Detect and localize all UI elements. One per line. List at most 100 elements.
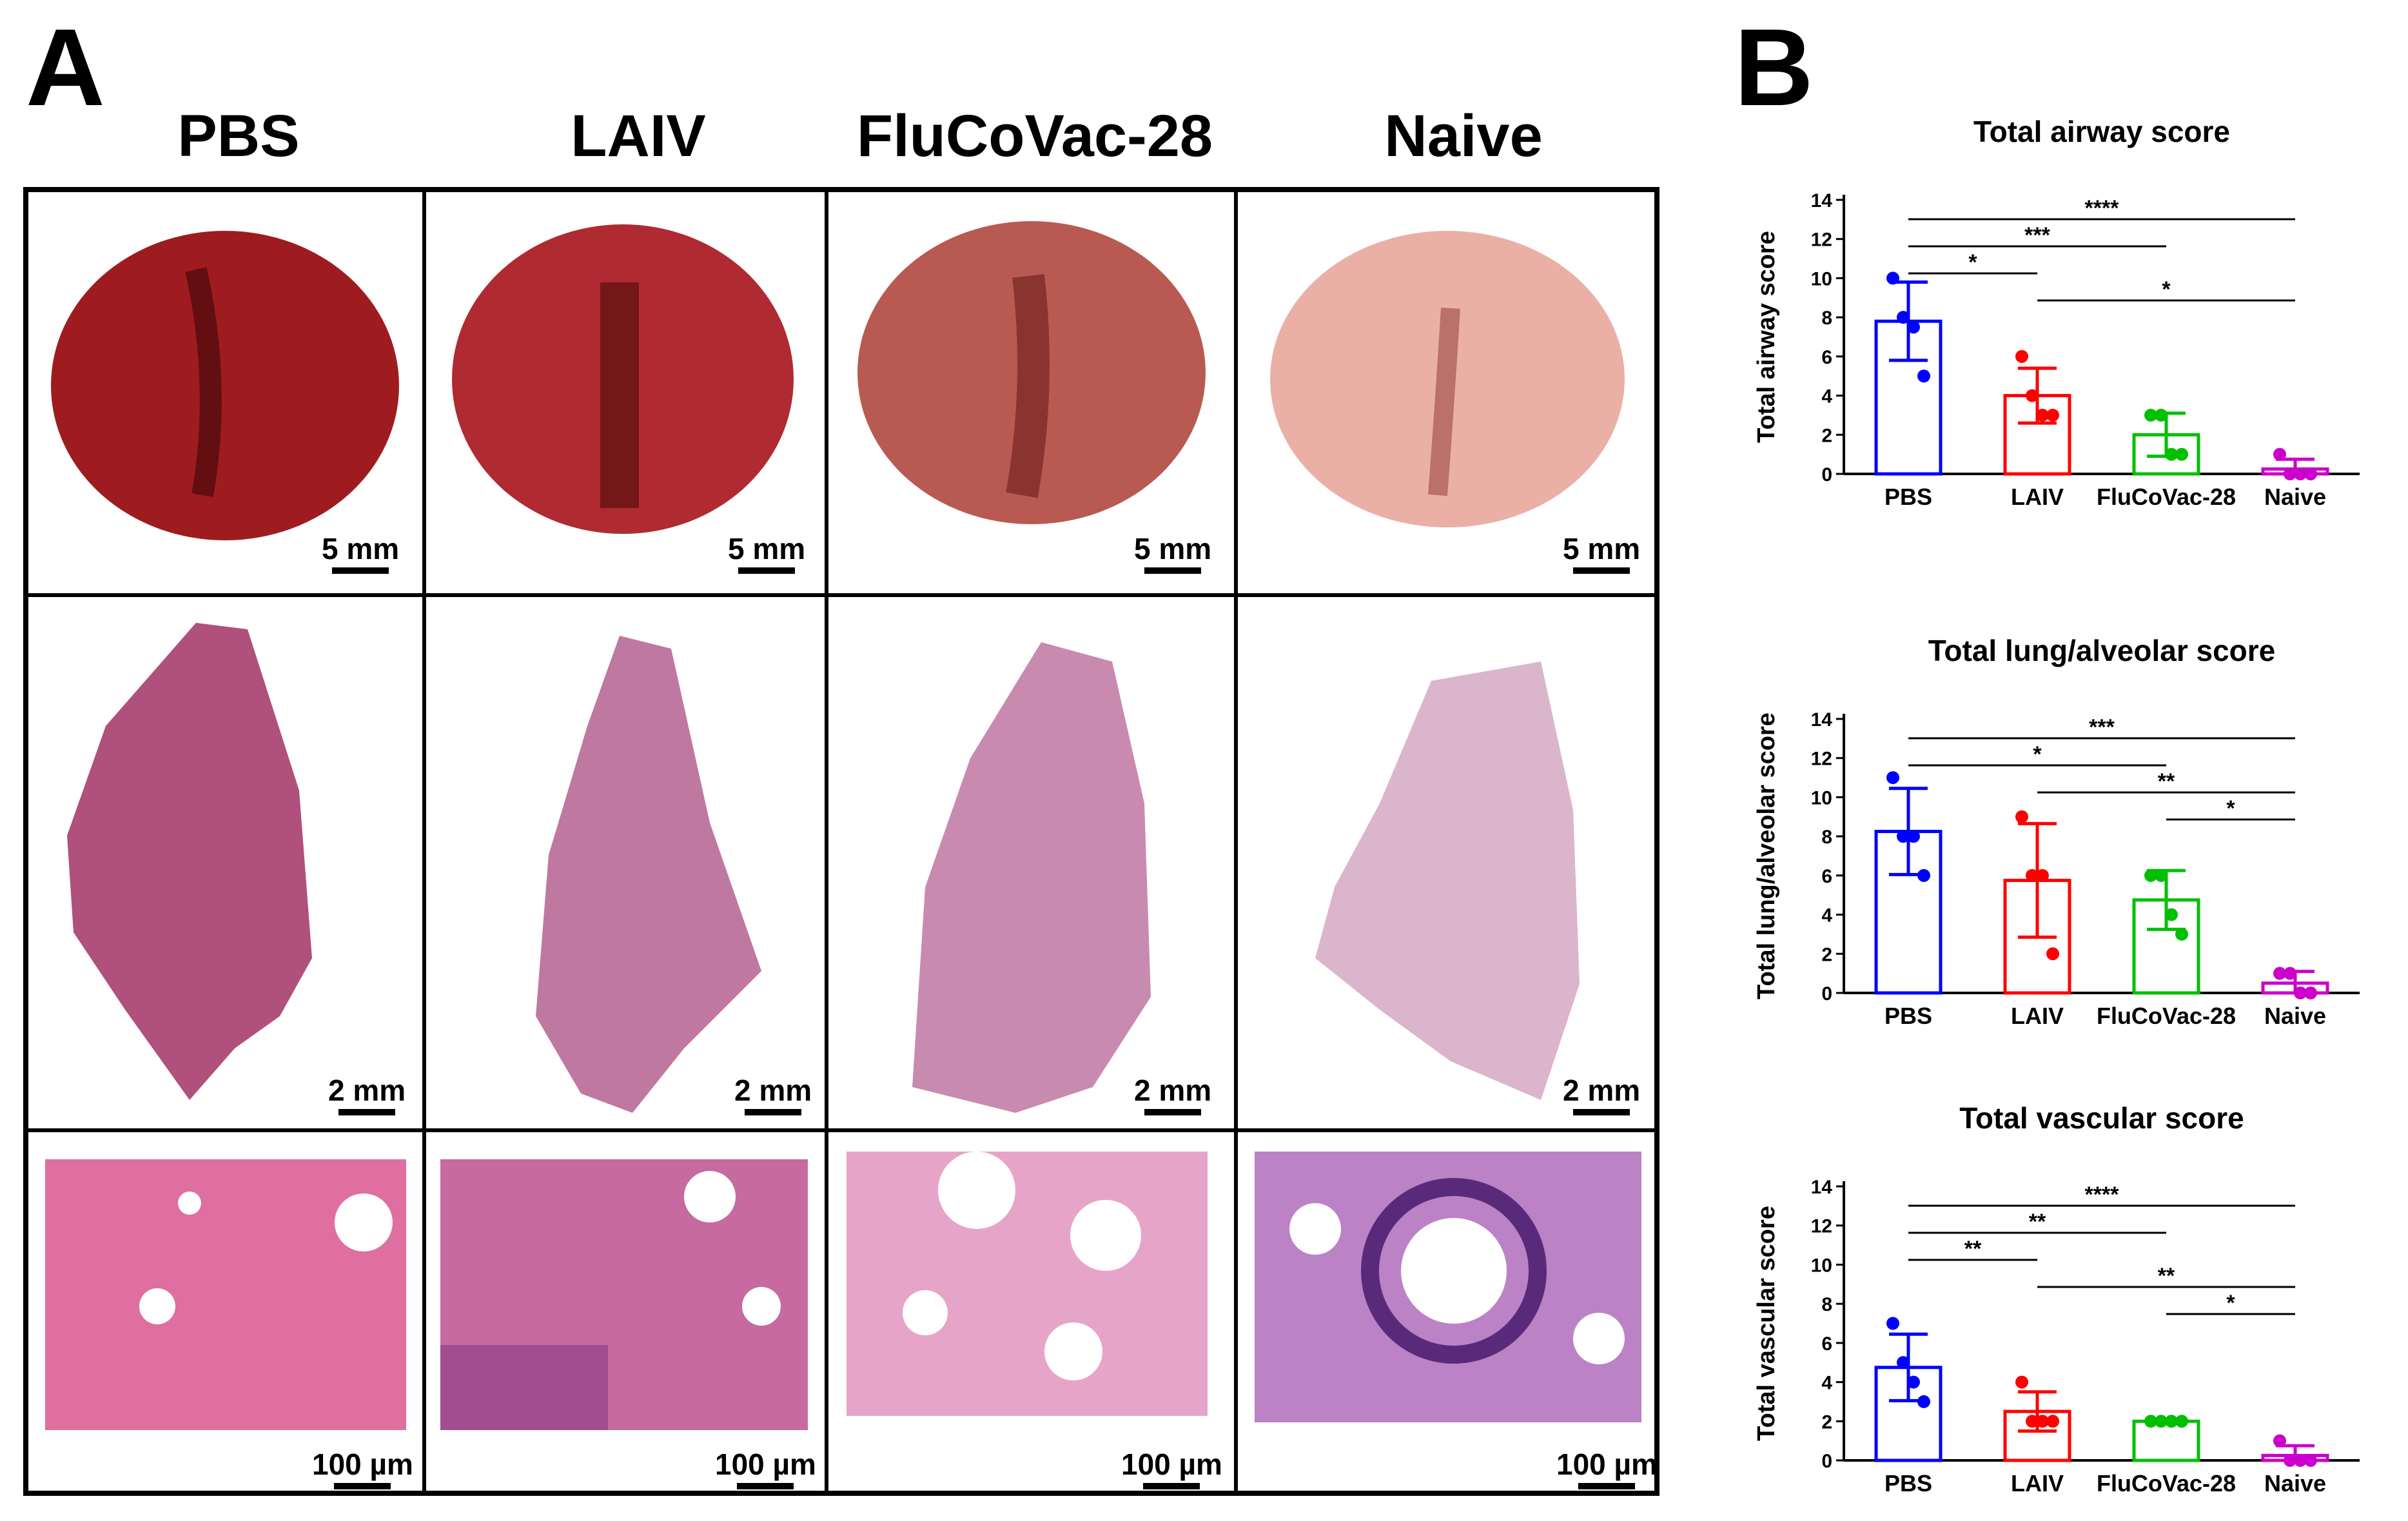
micrograph-naive [1238,1132,1659,1496]
column-title-naive: Naive [1384,103,1543,169]
significance-label: * [2033,742,2042,767]
data-point [2165,908,2178,921]
y-tick-label: 14 [1811,709,1833,731]
data-point [1917,369,1930,383]
y-tick-label: 0 [1821,1451,1832,1472]
y-tick-label: 0 [1821,464,1832,486]
y-tick-label: 12 [1811,749,1832,770]
data-point [2284,467,2296,480]
panel-b-letter: B [1734,6,1814,129]
chart-title: Total lung/alveolar score [1928,634,2276,667]
panel-a-letter: A [26,6,105,129]
y-axis-label: Total airway score [1753,231,1780,443]
significance-label: ** [2158,1264,2175,1288]
x-tick-label: Naive [2264,1003,2326,1029]
data-point [1886,771,1899,785]
data-point [1907,320,1920,334]
y-axis-label: Total vascular score [1753,1206,1780,1441]
significance-label: ** [2029,1210,2046,1234]
grid-divider [422,192,426,1491]
micrograph-flucovac [828,1132,1234,1496]
lung-alveolar-score-chart: Total lung/alveolar score Total lung/alve… [1753,634,2360,1029]
data-point [2273,967,2286,980]
data-point [2144,1415,2157,1428]
y-tick-label: 2 [1821,944,1832,965]
scalebar-section-naive: 2 mm [1563,1075,1640,1115]
data-point [2273,1434,2286,1447]
y-tick-label: 8 [1821,827,1832,848]
gross-lung-laiv [426,192,825,593]
data-point [2304,1454,2317,1467]
micrograph-laiv [426,1132,825,1496]
data-point [1917,868,1930,882]
y-tick-label: 6 [1821,347,1832,368]
y-tick-label: 12 [1811,230,1832,251]
chart-title: Total airway score [1973,115,2230,148]
chart-title: Total vascular score [1959,1101,2244,1135]
y-tick-label: 2 [1821,1411,1832,1433]
column-title-pbs: PBS [177,103,300,169]
bar [2132,1419,2200,1462]
x-tick-label: LAIV [2011,484,2064,510]
section-pbs [28,597,422,1128]
data-point [2294,1454,2307,1467]
gross-lung-flucovac [828,192,1234,593]
y-tick-label: 14 [1811,1177,1833,1198]
scalebar-gross-pbs: 5 mm [322,534,399,574]
x-tick-label: FluCoVac-28 [2097,484,2236,510]
scalebar-micro-laiv: 100 µm [715,1449,816,1489]
data-point [1907,1375,1920,1389]
data-point [2294,467,2307,480]
data-point [2026,1415,2039,1428]
data-point [2284,967,2296,980]
y-tick-label: 6 [1821,1333,1832,1355]
scalebar-gross-flucovac: 5 mm [1134,534,1211,574]
data-point [2036,408,2049,422]
significance-label: ** [1964,1237,1982,1261]
data-point [2294,986,2307,999]
significance-label: * [2162,277,2171,302]
y-tick-label: 4 [1821,1373,1832,1394]
y-tick-label: 0 [1821,983,1832,1005]
data-point [2015,1375,2028,1389]
data-point [2046,947,2059,961]
y-tick-label: 10 [1811,268,1832,289]
significance-label: **** [2085,196,2120,221]
y-tick-label: 4 [1821,905,1832,927]
data-point [2284,1454,2296,1467]
y-tick-label: 14 [1811,190,1833,211]
data-point [1897,1356,1910,1369]
y-tick-label: 12 [1811,1216,1832,1237]
data-point [2165,447,2178,461]
data-point [2144,868,2157,882]
data-point [1897,830,1910,843]
column-title-flucovac: FluCoVac-28 [856,103,1213,169]
x-tick-label: LAIV [2011,1470,2064,1496]
data-point [2304,986,2317,999]
data-point [2046,408,2059,422]
data-point [2155,868,2168,882]
y-tick-label: 6 [1821,866,1832,887]
x-tick-label: FluCoVac-28 [2097,1470,2236,1496]
scalebar-section-laiv: 2 mm [734,1075,812,1115]
data-point [2046,1415,2059,1428]
image-grid: 5 mm 5 mm 5 mm 5 mm 2 mm 2 mm 2 mm 2 mm … [23,187,1659,1496]
data-point [2015,349,2028,363]
x-tick-label: PBS [1884,484,1932,510]
data-point [2175,1415,2188,1428]
data-point [1917,1395,1930,1408]
data-point [2304,467,2317,480]
micrograph-pbs [28,1132,422,1496]
significance-label: * [2226,1291,2235,1315]
x-tick-label: FluCoVac-28 [2097,1003,2236,1029]
grid-divider [28,1128,1654,1132]
y-tick-label: 4 [1821,386,1832,407]
grid-divider [28,593,1654,597]
vascular-score-chart: Total vascular score Total vascular score… [1753,1101,2360,1496]
data-point [2036,868,2049,882]
gross-lung-pbs [28,192,422,593]
grid-divider [1234,192,1238,1491]
scalebar-micro-naive: 100 µm [1556,1449,1658,1489]
data-point [2015,810,2028,823]
y-tick-label: 8 [1821,1294,1832,1315]
